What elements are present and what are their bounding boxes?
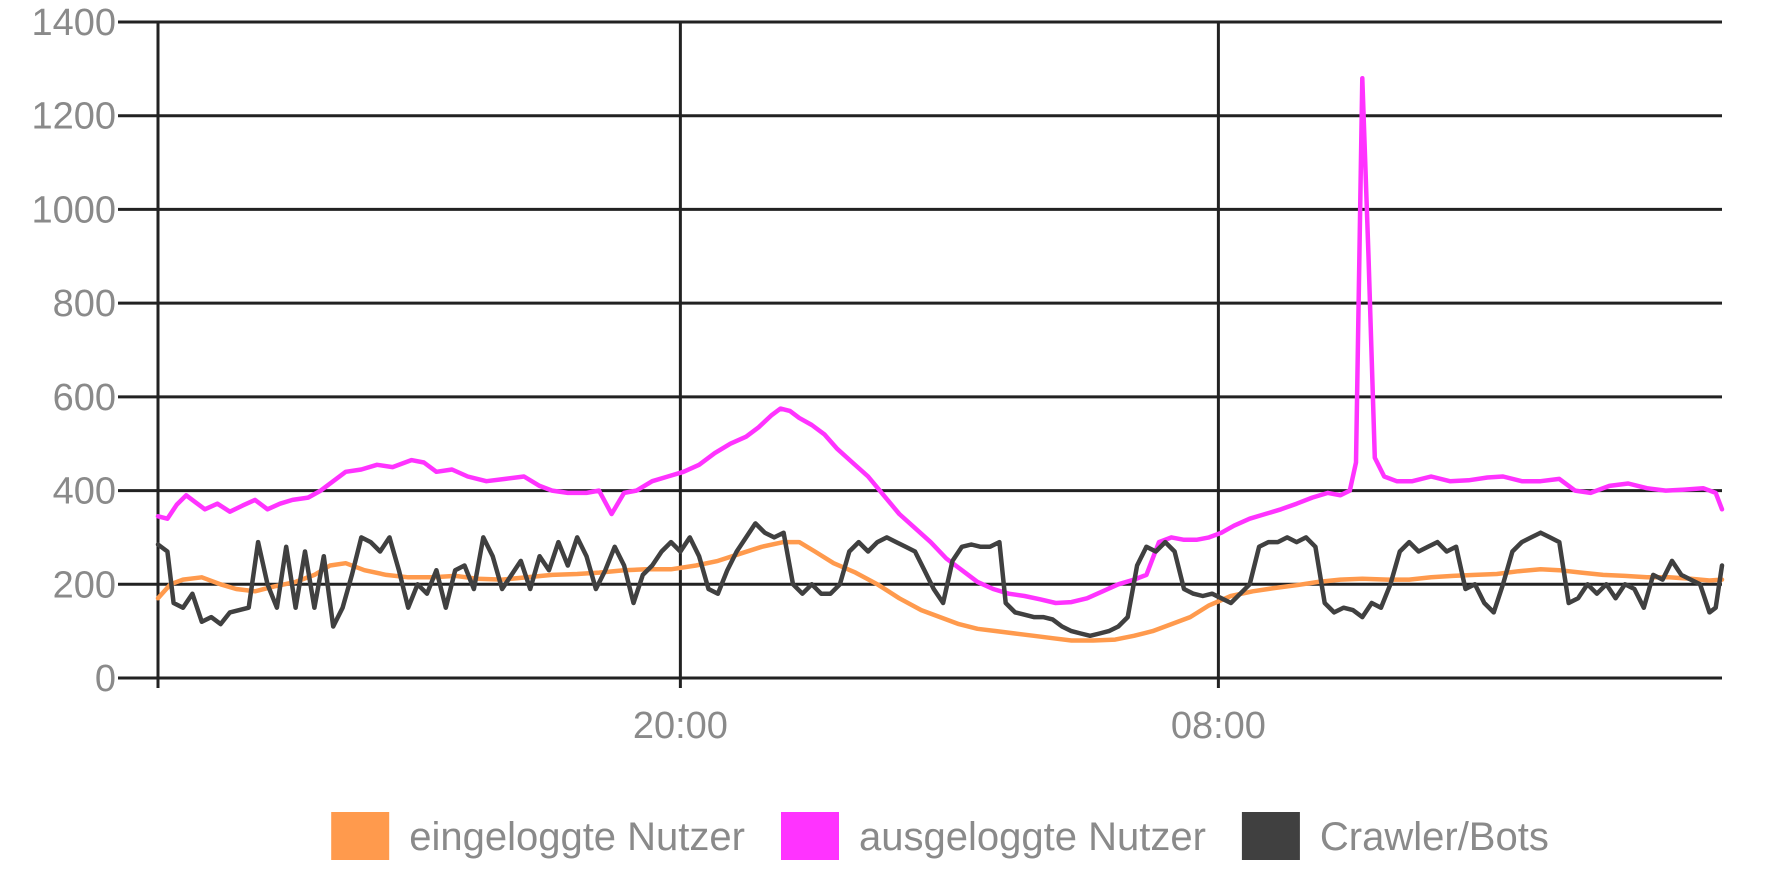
y-tick-label: 0	[95, 658, 116, 700]
x-tick-label: 20:00	[633, 705, 728, 747]
legend-item: ausgeloggte Nutzer	[781, 812, 1206, 860]
y-tick-label: 1000	[31, 189, 116, 231]
y-axis-tick-labels: 0 200 400 600 800 1000 1200 1400	[31, 2, 116, 700]
chart-legend: eingeloggte Nutzer ausgeloggte Nutzer Craw…	[331, 812, 1549, 860]
series-lines	[155, 75, 1725, 643]
legend-item: Crawler/Bots	[1241, 812, 1549, 860]
x-axis-tick-labels: 20:00 08:00	[633, 705, 1266, 747]
legend-swatch	[1241, 812, 1300, 860]
series-line-1	[155, 539, 1725, 643]
y-tick-label: 600	[53, 377, 116, 419]
legend-label: Crawler/Bots	[1320, 815, 1549, 859]
y-tick-label: 800	[53, 283, 116, 325]
legend-label: ausgeloggte Nutzer	[859, 815, 1206, 859]
chart-grid	[118, 20, 1722, 688]
y-tick-label: 1400	[31, 2, 116, 44]
x-tick-label: 08:00	[1171, 705, 1266, 747]
legend-swatch	[781, 812, 839, 860]
legend-item: eingeloggte Nutzer	[331, 812, 745, 860]
legend-label: eingeloggte Nutzer	[409, 815, 745, 859]
y-tick-label: 400	[53, 471, 116, 513]
y-tick-label: 200	[53, 564, 116, 606]
y-tick-label: 1200	[31, 96, 116, 138]
series-line-2	[155, 75, 1725, 606]
legend-swatch	[331, 812, 390, 860]
series-line-3	[155, 521, 1725, 639]
